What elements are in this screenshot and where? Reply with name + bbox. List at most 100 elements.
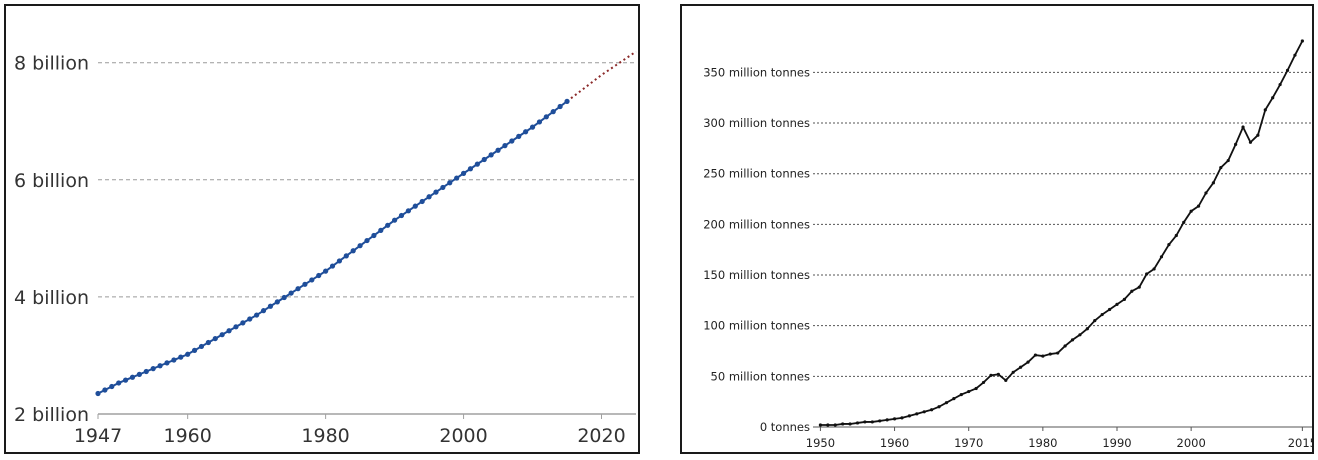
x-tick-label: 1990 — [1102, 436, 1131, 450]
data-point-marker — [967, 389, 971, 394]
data-point-marker — [1189, 209, 1193, 213]
data-point-marker — [212, 335, 218, 342]
data-point-marker — [516, 133, 522, 139]
data-point-marker — [233, 324, 239, 330]
data-point-marker — [1115, 302, 1119, 307]
data-point-marker — [391, 217, 398, 223]
data-point-marker — [1100, 312, 1104, 317]
data-point-marker — [371, 232, 377, 239]
y-tick-label: 2 billion — [14, 404, 89, 426]
data-point-marker — [900, 416, 904, 420]
data-point-marker — [907, 414, 911, 418]
data-point-marker — [529, 124, 536, 130]
data-point-marker — [848, 422, 852, 426]
data-point-marker — [989, 373, 993, 377]
data-point-marker — [1004, 378, 1008, 382]
data-point-marker — [557, 103, 563, 110]
x-tick-label: 1960 — [880, 436, 909, 450]
projection-line — [566, 50, 637, 103]
data-point-marker — [833, 423, 837, 427]
data-point-marker — [1085, 327, 1089, 331]
data-point-marker — [495, 147, 501, 153]
population-chart-panel: 2 billion 4 billion 6 billion 8 billion 1947… — [4, 4, 640, 454]
data-point-marker — [1130, 289, 1134, 293]
data-point-marker — [378, 227, 384, 233]
y-tick-label: 250 million tonnes — [703, 167, 810, 181]
data-point-marker — [350, 248, 356, 254]
data-point-marker — [171, 357, 177, 363]
data-point-marker — [433, 189, 439, 195]
population-line-chart: 2 billion 4 billion 6 billion 8 billion 1947… — [14, 50, 637, 447]
data-point-marker — [944, 401, 949, 405]
data-point-marker — [109, 383, 115, 390]
plastic-series-line — [820, 40, 1304, 426]
data-point-marker — [357, 243, 363, 249]
data-point-marker — [460, 170, 467, 176]
data-point-marker — [1271, 96, 1275, 100]
data-point-marker — [185, 351, 191, 357]
data-point-marker — [488, 152, 494, 158]
data-point-marker — [509, 138, 515, 144]
data-point-marker — [1026, 360, 1030, 364]
x-tick-label: 2000 — [439, 425, 487, 447]
data-point-marker — [260, 308, 267, 314]
y-tick-label: 300 million tonnes — [703, 116, 810, 130]
data-point-marker — [863, 420, 867, 424]
data-point-marker — [855, 421, 860, 425]
x-tick-label: 2000 — [1177, 436, 1206, 450]
data-point-marker — [95, 390, 101, 397]
data-point-marker — [440, 184, 446, 191]
data-point-marker — [247, 316, 253, 322]
data-point-marker — [1167, 243, 1171, 247]
data-point-marker — [930, 408, 934, 412]
x-tick-label: 2015 — [1288, 436, 1312, 450]
data-point-marker — [281, 294, 287, 301]
data-point-marker — [536, 119, 543, 125]
y-tick-label: 4 billion — [14, 287, 89, 309]
data-point-marker — [841, 422, 845, 426]
data-point-marker — [1070, 338, 1075, 342]
data-point-marker — [267, 303, 274, 309]
data-point-marker — [419, 198, 425, 205]
data-point-marker — [1248, 140, 1253, 144]
data-point-marker — [885, 418, 889, 422]
x-tick-label: 1960 — [163, 425, 211, 447]
data-point-marker — [870, 420, 874, 424]
data-point-marker — [191, 347, 198, 353]
data-point-marker — [385, 222, 391, 228]
data-point-marker — [1285, 68, 1290, 72]
x-tick-label: 2020 — [577, 425, 625, 447]
data-point-marker — [481, 156, 487, 163]
data-point-marker — [226, 328, 232, 334]
data-point-marker — [1107, 307, 1112, 312]
data-point-marker — [240, 320, 246, 326]
data-point-marker — [1256, 133, 1260, 137]
data-point-marker — [1056, 351, 1060, 355]
data-point-marker — [143, 368, 149, 375]
data-point-marker — [288, 290, 294, 296]
data-point-marker — [1263, 108, 1267, 112]
data-point-marker — [1063, 344, 1067, 348]
data-point-marker — [122, 377, 129, 383]
data-point-marker — [336, 258, 343, 264]
data-point-marker — [295, 286, 301, 292]
data-point-marker — [316, 272, 322, 279]
data-point-marker — [818, 423, 823, 427]
y-tick-label: 100 million tonnes — [703, 319, 810, 333]
data-point-marker — [1182, 220, 1186, 224]
data-point-marker — [1174, 233, 1178, 238]
data-point-marker — [974, 386, 978, 391]
y-tick-label: 200 million tonnes — [703, 217, 810, 231]
data-point-marker — [309, 277, 315, 283]
data-point-marker — [959, 392, 963, 397]
data-point-marker — [343, 253, 349, 259]
data-point-marker — [1293, 53, 1297, 57]
data-point-marker — [1122, 297, 1127, 301]
data-point-marker — [543, 114, 549, 120]
data-point-marker — [205, 339, 211, 346]
data-point-marker — [116, 380, 122, 386]
data-point-marker — [922, 410, 926, 414]
data-point-marker — [274, 299, 280, 305]
data-point-marker — [1159, 255, 1164, 259]
data-point-marker — [1078, 333, 1082, 337]
